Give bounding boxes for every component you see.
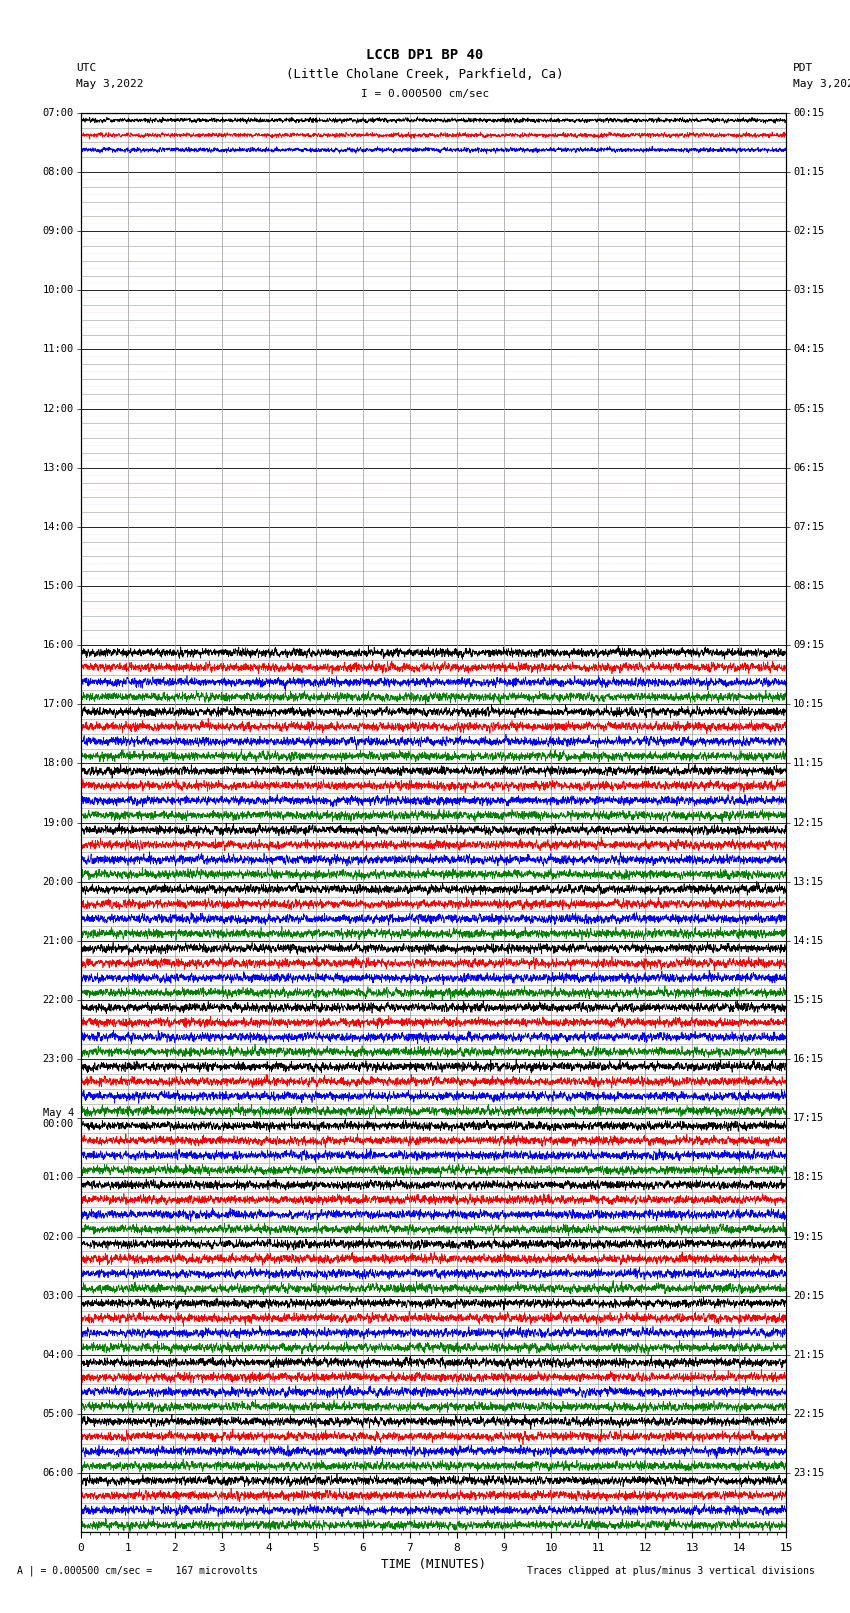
X-axis label: TIME (MINUTES): TIME (MINUTES) [381,1558,486,1571]
Text: Traces clipped at plus/minus 3 vertical divisions: Traces clipped at plus/minus 3 vertical … [527,1566,815,1576]
Text: PDT: PDT [793,63,813,73]
Text: May 3,2022: May 3,2022 [76,79,144,89]
Text: I = 0.000500 cm/sec: I = 0.000500 cm/sec [361,89,489,98]
Text: UTC: UTC [76,63,97,73]
Text: LCCB DP1 BP 40: LCCB DP1 BP 40 [366,48,484,61]
Text: May 3,2022: May 3,2022 [793,79,850,89]
Text: A | = 0.000500 cm/sec =    167 microvolts: A | = 0.000500 cm/sec = 167 microvolts [17,1566,258,1576]
Text: (Little Cholane Creek, Parkfield, Ca): (Little Cholane Creek, Parkfield, Ca) [286,68,564,81]
